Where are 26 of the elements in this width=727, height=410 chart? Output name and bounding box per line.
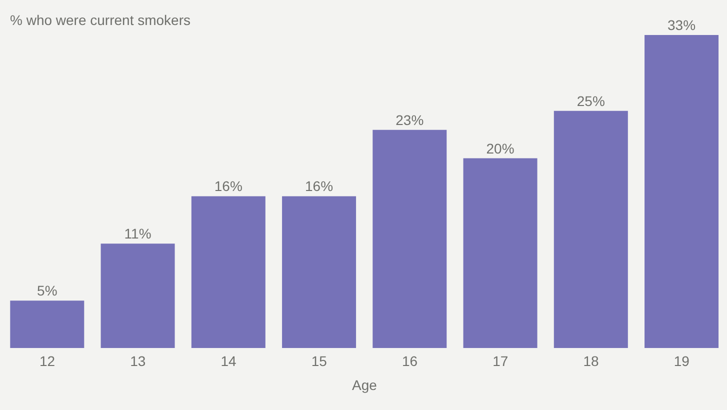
bar: [372, 130, 447, 348]
x-tick-label: 14: [220, 352, 237, 369]
x-tick-label: 19: [674, 352, 690, 369]
bar: [191, 196, 266, 348]
data-label: 23%: [396, 112, 424, 128]
bar: [554, 110, 628, 348]
data-label: 11%: [124, 226, 152, 242]
data-label: 33%: [668, 17, 696, 33]
x-tick-label: 13: [130, 352, 146, 369]
x-tick-label: 12: [40, 352, 56, 369]
x-tick-label: 16: [402, 352, 418, 369]
x-tick-label: 18: [583, 352, 600, 369]
x-axis-title: Age: [352, 377, 378, 393]
y-axis-title: % who were current smokers: [10, 12, 191, 28]
data-label: 5%: [37, 282, 58, 299]
data-label: 16%: [305, 178, 334, 194]
x-tick-label: 17: [492, 352, 508, 369]
bar: [100, 244, 175, 348]
data-label: 16%: [214, 178, 242, 194]
bar: [282, 196, 356, 348]
bar: [644, 35, 719, 348]
x-tick-label: 15: [311, 352, 328, 369]
data-label: 25%: [576, 92, 605, 109]
data-label: 20%: [486, 140, 514, 156]
bar: [10, 300, 84, 348]
bar: [463, 158, 538, 348]
